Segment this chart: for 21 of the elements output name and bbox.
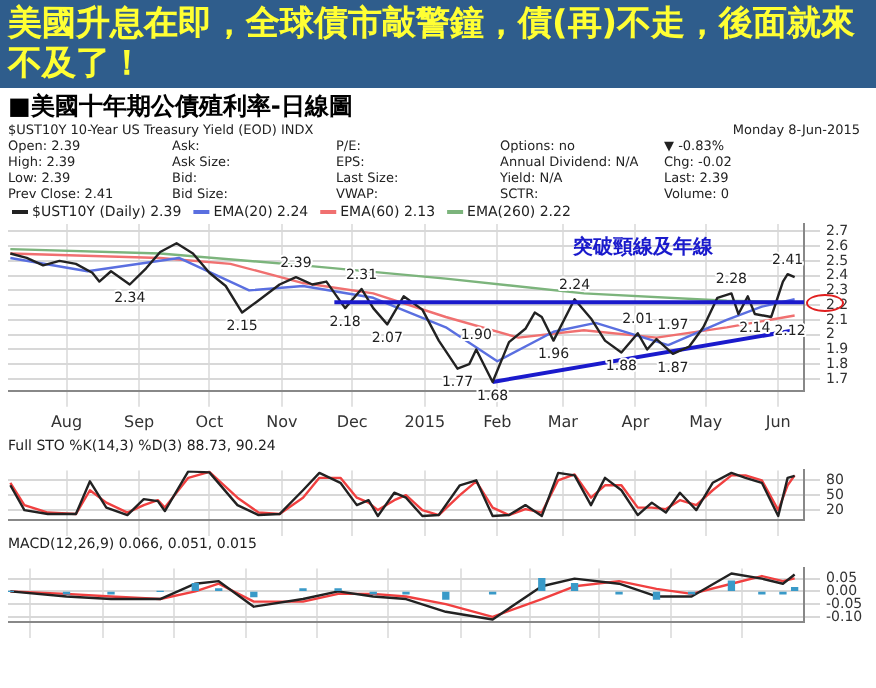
x-tick-label: Apr	[621, 412, 651, 431]
x-tick-label: Mar	[547, 412, 580, 431]
x-tick-label: 2015	[404, 412, 446, 431]
x-tick-label: Nov	[266, 412, 299, 431]
x-tick-label: Aug	[50, 412, 83, 431]
bar	[652, 591, 661, 600]
x-tick-label: Sep	[124, 412, 155, 431]
x-tick-label: Jun	[763, 412, 791, 431]
bar	[191, 583, 199, 592]
x-tick-label: Feb	[483, 412, 512, 431]
ref-line-label: 突破頸線及年線	[571, 235, 716, 260]
x-tick-label: May	[689, 412, 723, 431]
bar	[727, 580, 736, 592]
x-tick-label: Oct	[195, 412, 224, 431]
x-tick-label: Dec	[336, 412, 368, 431]
chart-title: 美國升息在即，全球債市敲警鐘，債(再)不走，後面就來不及了！	[0, 0, 876, 88]
bar	[790, 586, 799, 592]
chart-subtitle: ■美國十年期公債殖利率-日線圖	[8, 92, 355, 122]
bar	[538, 577, 546, 592]
bar	[442, 591, 450, 600]
bar	[570, 583, 579, 592]
